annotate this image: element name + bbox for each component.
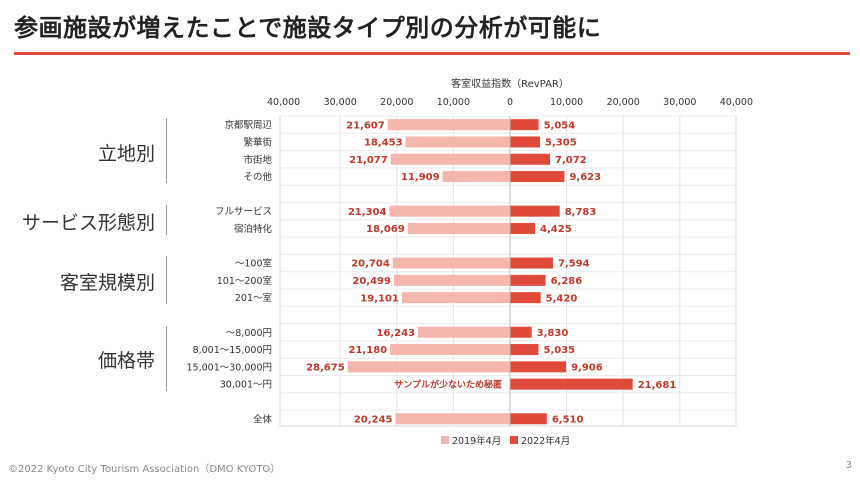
x-tick-label: 40,000 [720, 97, 753, 108]
group-label: 立地別 [97, 142, 155, 165]
data-label-2022: 5,420 [546, 293, 578, 304]
chart-title: 客室収益指数（RevPAR） [451, 77, 569, 90]
data-label-2022: 4,425 [540, 224, 572, 235]
bar-2019 [395, 413, 510, 425]
bar-2022 [510, 222, 536, 234]
page-number: 3 [845, 460, 852, 471]
bar-2019 [389, 205, 510, 217]
data-label-2022: 6,286 [551, 276, 583, 287]
bar-2022 [510, 344, 539, 356]
bar-2019 [405, 136, 510, 148]
data-label-2022: 7,072 [555, 155, 587, 166]
category-label: 市街地 [243, 154, 272, 166]
group-label: サービス形態別 [21, 211, 155, 234]
bar-2022 [510, 205, 560, 217]
x-tick-label: 20,000 [607, 97, 640, 108]
data-label-2022: 9,623 [569, 172, 601, 183]
x-tick-label: 10,000 [437, 97, 470, 108]
x-tick-label: 40,000 [267, 97, 300, 108]
x-tick-label: 30,000 [663, 97, 696, 108]
bar-2022 [510, 292, 541, 304]
x-tick-label: 20,000 [380, 97, 413, 108]
bar-2022 [510, 378, 633, 390]
bar-2019 [390, 153, 510, 165]
data-label-2022: 7,594 [558, 259, 590, 270]
category-label: 全体 [253, 413, 273, 425]
x-tick-label: 30,000 [324, 97, 357, 108]
category-label: 8,001～15,000円 [193, 345, 272, 356]
bar-2019 [390, 344, 510, 356]
footer-credit: ©2022 Kyoto City Tourism Association（DMO… [8, 464, 281, 475]
group-bracket [166, 118, 167, 184]
bar-2022 [510, 413, 547, 425]
bar-2019 [407, 222, 510, 234]
category-label: 15,001～30,000円 [187, 362, 272, 373]
data-label-2022: 3,830 [537, 328, 569, 339]
group-bracket [166, 204, 167, 236]
bar-2019 [442, 171, 510, 183]
category-label: 繁華街 [243, 136, 272, 148]
bar-2022 [510, 257, 553, 269]
annotation-text: サンプルが少ないため秘匿 [394, 379, 502, 391]
bar-2022 [510, 361, 567, 373]
x-tick-label: 10,000 [550, 97, 583, 108]
data-label-2019: 18,453 [364, 138, 403, 149]
data-label-2022: 21,681 [638, 380, 677, 391]
x-tick-label: 0 [507, 97, 513, 108]
category-label: その他 [243, 171, 272, 183]
data-label-2019: 16,243 [376, 328, 415, 339]
chart-legend: 2019年4月 2022年4月 [441, 435, 570, 447]
title-divider [14, 52, 850, 55]
legend-swatch-2019 [441, 436, 449, 444]
data-label-2022: 5,054 [544, 120, 576, 131]
category-label: 京都駅周辺 [224, 119, 272, 131]
data-label-2019: 20,245 [354, 414, 393, 425]
category-label: 宿泊特化 [234, 223, 273, 235]
category-label: 101～200室 [217, 275, 272, 287]
data-label-2022: 5,035 [543, 345, 575, 356]
data-label-2019: 18,069 [366, 224, 405, 235]
data-label-2022: 6,510 [552, 414, 584, 425]
legend-swatch-2022 [510, 436, 518, 444]
data-label-2019: 21,180 [349, 345, 388, 356]
category-label: 201～室 [235, 292, 272, 304]
bar-2019 [418, 326, 510, 338]
group-bracket [166, 325, 167, 391]
bar-2022 [510, 136, 541, 148]
data-label-2019: 21,077 [349, 155, 388, 166]
legend-label-2019: 2019年4月 [452, 435, 501, 447]
bar-2022 [510, 171, 565, 183]
bar-2019 [401, 292, 510, 304]
data-label-2019: 20,499 [352, 276, 391, 287]
bar-2019 [392, 257, 510, 269]
group-label: 客室規模別 [59, 272, 155, 295]
data-label-2019: 19,101 [360, 293, 399, 304]
bar-2022 [510, 153, 551, 165]
bar-2019 [387, 119, 510, 131]
bar-2022 [510, 119, 539, 131]
page-title: 参画施設が増えたことで施設タイプ別の分析が可能に [14, 14, 602, 42]
data-label-2019: 11,909 [401, 172, 440, 183]
category-label: フルサービス [215, 207, 272, 218]
group-bracket [166, 256, 167, 305]
data-label-2019: 28,675 [306, 362, 345, 373]
data-label-2022: 5,305 [545, 138, 577, 149]
data-label-2022: 8,783 [565, 207, 597, 218]
bar-2019 [347, 361, 510, 373]
data-label-2019: 20,704 [351, 259, 390, 270]
bar-2022 [510, 326, 532, 338]
data-label-2022: 9,906 [571, 362, 603, 373]
legend-label-2022: 2022年4月 [521, 435, 570, 447]
data-label-2019: 21,304 [348, 207, 387, 218]
category-label: ～8,000円 [226, 328, 272, 339]
bar-2022 [510, 274, 546, 286]
category-label: 30,001～円 [220, 380, 272, 391]
group-label: 価格帯 [97, 350, 155, 373]
category-label: ～100室 [235, 258, 272, 270]
data-label-2019: 21,607 [346, 120, 385, 131]
bar-2019 [393, 274, 510, 286]
